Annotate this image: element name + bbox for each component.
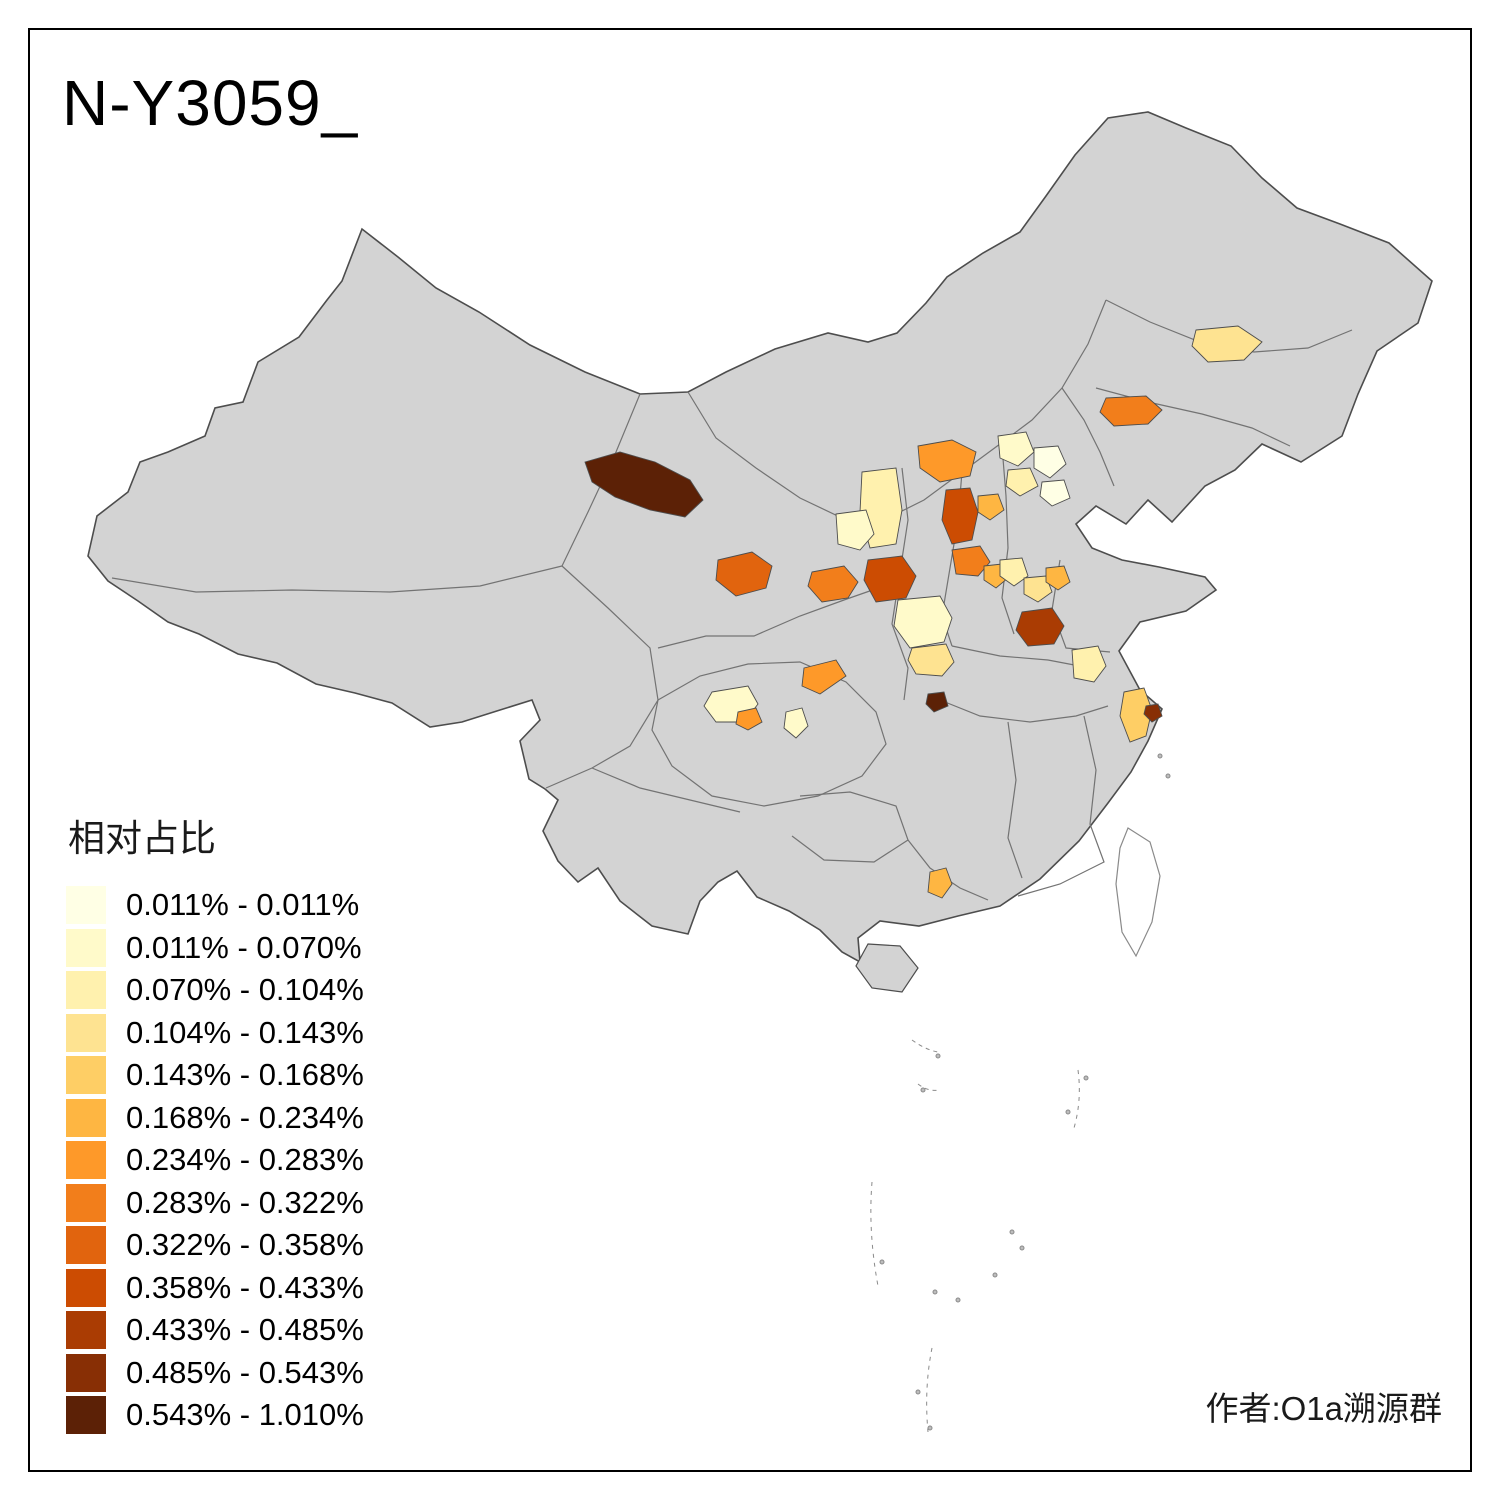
- map-region: [1143, 703, 1163, 723]
- map-region: [1045, 565, 1071, 591]
- legend-item: 0.358% - 0.433%: [66, 1267, 364, 1310]
- credit-text: 作者:O1a溯源群: [1205, 1390, 1442, 1427]
- legend-swatch: [66, 1141, 106, 1180]
- legend: 相对占比 0.011% - 0.011% 0.011% - 0.070% 0.0…: [66, 808, 364, 1437]
- legend-item: 0.070% - 0.104%: [66, 969, 364, 1012]
- map-region: [835, 509, 875, 551]
- legend-item: 0.485% - 0.543%: [66, 1352, 364, 1395]
- map-region: [1071, 645, 1107, 683]
- map-region: [584, 451, 704, 518]
- map-region: [1039, 479, 1071, 507]
- legend-swatch: [66, 1013, 106, 1052]
- legend-item: 0.011% - 0.011%: [66, 884, 364, 927]
- legend-label: 0.011% - 0.011%: [126, 887, 360, 923]
- map-region: [917, 439, 977, 483]
- map-region: [1033, 445, 1067, 479]
- legend-item: 0.283% - 0.322%: [66, 1182, 364, 1225]
- legend-swatch: [66, 1353, 106, 1392]
- legend-label: 0.433% - 0.485%: [126, 1312, 364, 1348]
- legend-label: 0.143% - 0.168%: [126, 1057, 364, 1093]
- legend-label: 0.283% - 0.322%: [126, 1184, 364, 1220]
- legend-label: 0.104% - 0.143%: [126, 1014, 364, 1050]
- legend-swatch: [66, 1311, 106, 1350]
- legend-label: 0.322% - 0.358%: [126, 1227, 364, 1263]
- map-region: [715, 551, 773, 597]
- map-regions: [584, 325, 1263, 899]
- south-china-sea-islands: [870, 753, 1171, 1433]
- legend-swatch: [66, 1056, 106, 1095]
- map-region: [999, 557, 1029, 587]
- map-region: [927, 867, 953, 899]
- legend-swatch: [66, 1396, 106, 1435]
- legend-swatch: [66, 1268, 106, 1307]
- legend-swatch: [66, 971, 106, 1010]
- legend-swatch: [66, 928, 106, 967]
- legend-item: 0.234% - 0.283%: [66, 1139, 364, 1182]
- legend-swatch: [66, 1183, 106, 1222]
- legend-label: 0.168% - 0.234%: [126, 1099, 364, 1135]
- hainan-island: [855, 943, 919, 993]
- map-region: [1023, 575, 1053, 603]
- map-region: [925, 691, 949, 713]
- map-region: [1191, 325, 1263, 363]
- legend-item: 0.543% - 1.010%: [66, 1394, 364, 1437]
- legend-label: 0.543% - 1.010%: [126, 1397, 364, 1433]
- legend-item: 0.322% - 0.358%: [66, 1224, 364, 1267]
- legend-swatch: [66, 1098, 106, 1137]
- map-region: [1099, 395, 1163, 427]
- map-region: [783, 707, 809, 739]
- legend-label: 0.011% - 0.070%: [126, 929, 362, 965]
- legend-label: 0.234% - 0.283%: [126, 1142, 364, 1178]
- legend-item: 0.433% - 0.485%: [66, 1309, 364, 1352]
- legend-label: 0.070% - 0.104%: [126, 972, 364, 1008]
- legend-item: 0.168% - 0.234%: [66, 1097, 364, 1140]
- page-title: N-Y3059_: [62, 67, 359, 139]
- legend-item: 0.104% - 0.143%: [66, 1012, 364, 1055]
- legend-swatch: [66, 1226, 106, 1265]
- map-region: [863, 555, 917, 603]
- map-region: [1005, 467, 1039, 497]
- taiwan-island: [1115, 827, 1161, 958]
- map-region: [807, 565, 859, 603]
- legend-item: 0.011% - 0.070%: [66, 927, 364, 970]
- map-region: [1119, 687, 1153, 743]
- legend-item: 0.143% - 0.168%: [66, 1054, 364, 1097]
- map-region: [997, 431, 1035, 467]
- legend-title: 相对占比: [68, 818, 216, 859]
- map-region: [735, 707, 763, 731]
- legend-label: 0.485% - 0.543%: [126, 1354, 364, 1390]
- map-region: [1015, 607, 1065, 647]
- map-region: [801, 659, 847, 695]
- map-region: [977, 493, 1005, 521]
- legend-label: 0.358% - 0.433%: [126, 1269, 364, 1305]
- legend-swatch: [66, 886, 106, 925]
- map-region: [941, 487, 979, 545]
- map-region: [893, 595, 953, 649]
- map-region: [907, 643, 955, 677]
